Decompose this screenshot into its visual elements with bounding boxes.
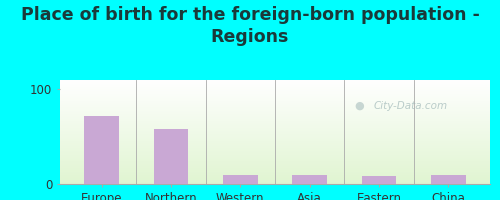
- Bar: [431, 175, 466, 184]
- Bar: [84, 116, 119, 184]
- Bar: [154, 129, 188, 184]
- Text: Place of birth for the foreign-born population -
Regions: Place of birth for the foreign-born popu…: [20, 6, 479, 46]
- Bar: [223, 175, 258, 184]
- Bar: [292, 175, 327, 184]
- Text: ●: ●: [354, 101, 364, 111]
- Bar: [362, 176, 396, 184]
- Text: City-Data.com: City-Data.com: [374, 101, 448, 111]
